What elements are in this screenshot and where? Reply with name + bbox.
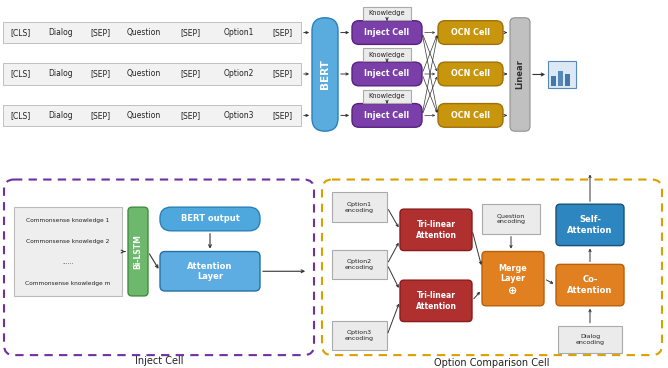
Text: Option2: Option2	[223, 70, 254, 78]
Text: ......: ......	[62, 260, 73, 265]
Text: Dialog: Dialog	[48, 111, 73, 120]
FancyBboxPatch shape	[438, 62, 503, 86]
Text: Co-
Attention: Co- Attention	[567, 275, 613, 295]
Text: OCN Cell: OCN Cell	[451, 111, 490, 120]
Text: Commonsense knowledge m: Commonsense knowledge m	[25, 281, 111, 286]
Text: Inject Cell: Inject Cell	[365, 70, 409, 78]
FancyBboxPatch shape	[160, 252, 260, 291]
Bar	[551, 77, 556, 86]
FancyBboxPatch shape	[312, 18, 338, 131]
Bar	[558, 326, 622, 353]
Text: BERT: BERT	[320, 60, 330, 89]
Text: [SEP]: [SEP]	[180, 28, 200, 37]
Text: OCN Cell: OCN Cell	[451, 70, 490, 78]
Text: Inject Cell: Inject Cell	[135, 356, 183, 366]
Text: [SEP]: [SEP]	[273, 111, 293, 120]
Bar	[3, 63, 301, 85]
Text: Option Comparison Cell: Option Comparison Cell	[434, 358, 550, 368]
Text: Option3: Option3	[223, 111, 254, 120]
Text: Commonsense knowledge 1: Commonsense knowledge 1	[26, 219, 110, 223]
Text: OCN Cell: OCN Cell	[451, 28, 490, 37]
FancyBboxPatch shape	[438, 21, 503, 45]
Text: Commonsense knowledge 2: Commonsense knowledge 2	[26, 239, 110, 244]
Text: [SEP]: [SEP]	[180, 70, 200, 78]
Text: Dialog: Dialog	[48, 28, 73, 37]
Text: Linear: Linear	[516, 60, 524, 89]
Text: Question: Question	[127, 111, 161, 120]
FancyBboxPatch shape	[556, 204, 624, 245]
Text: Question: Question	[127, 28, 161, 37]
Text: Option3
encoding: Option3 encoding	[345, 330, 374, 341]
FancyBboxPatch shape	[556, 264, 624, 306]
FancyBboxPatch shape	[352, 62, 422, 86]
Text: Tri-linear
Attention: Tri-linear Attention	[415, 220, 456, 240]
FancyBboxPatch shape	[438, 103, 503, 127]
Bar	[332, 321, 387, 350]
FancyBboxPatch shape	[352, 21, 422, 45]
Text: Attention
Layer: Attention Layer	[187, 262, 232, 281]
Text: Dialog
encoding: Dialog encoding	[576, 334, 605, 345]
FancyBboxPatch shape	[482, 252, 544, 306]
Bar	[363, 90, 411, 103]
Text: Bi-LSTM: Bi-LSTM	[134, 234, 142, 269]
Text: [CLS]: [CLS]	[11, 28, 31, 37]
Text: Inject Cell: Inject Cell	[365, 28, 409, 37]
FancyBboxPatch shape	[352, 103, 422, 127]
Text: Inject Cell: Inject Cell	[365, 111, 409, 120]
FancyBboxPatch shape	[128, 207, 148, 296]
Text: [SEP]: [SEP]	[90, 28, 110, 37]
Bar	[363, 7, 411, 20]
Bar	[548, 61, 576, 88]
FancyBboxPatch shape	[510, 18, 530, 131]
Text: Knowledge: Knowledge	[369, 52, 405, 58]
Text: Dialog: Dialog	[48, 70, 73, 78]
Text: [CLS]: [CLS]	[11, 70, 31, 78]
Text: Option1: Option1	[223, 28, 254, 37]
FancyBboxPatch shape	[400, 209, 472, 251]
Text: Self-
Attention: Self- Attention	[567, 215, 613, 235]
Text: [SEP]: [SEP]	[180, 111, 200, 120]
Text: Option1
encoding: Option1 encoding	[345, 202, 374, 213]
Bar	[565, 74, 570, 86]
Bar	[558, 71, 563, 86]
Bar	[3, 105, 301, 126]
Text: Option2
encoding: Option2 encoding	[345, 259, 374, 270]
FancyBboxPatch shape	[400, 280, 472, 322]
Text: Merge
Layer: Merge Layer	[498, 264, 527, 283]
Bar	[14, 207, 122, 296]
Text: [SEP]: [SEP]	[273, 70, 293, 78]
Text: Knowledge: Knowledge	[369, 10, 405, 16]
Text: [SEP]: [SEP]	[90, 70, 110, 78]
Text: [SEP]: [SEP]	[273, 28, 293, 37]
Text: BERT output: BERT output	[180, 215, 239, 223]
Text: [CLS]: [CLS]	[11, 111, 31, 120]
Bar	[482, 204, 540, 234]
Bar	[363, 48, 411, 61]
FancyBboxPatch shape	[160, 207, 260, 231]
Text: Tri-linear
Attention: Tri-linear Attention	[415, 291, 456, 311]
Text: Question
encoding: Question encoding	[496, 213, 526, 224]
Bar	[332, 192, 387, 222]
Text: Knowledge: Knowledge	[369, 93, 405, 99]
Text: [SEP]: [SEP]	[90, 111, 110, 120]
Text: ⊕: ⊕	[508, 286, 518, 296]
Bar	[332, 250, 387, 279]
Bar	[3, 22, 301, 43]
Text: Question: Question	[127, 70, 161, 78]
